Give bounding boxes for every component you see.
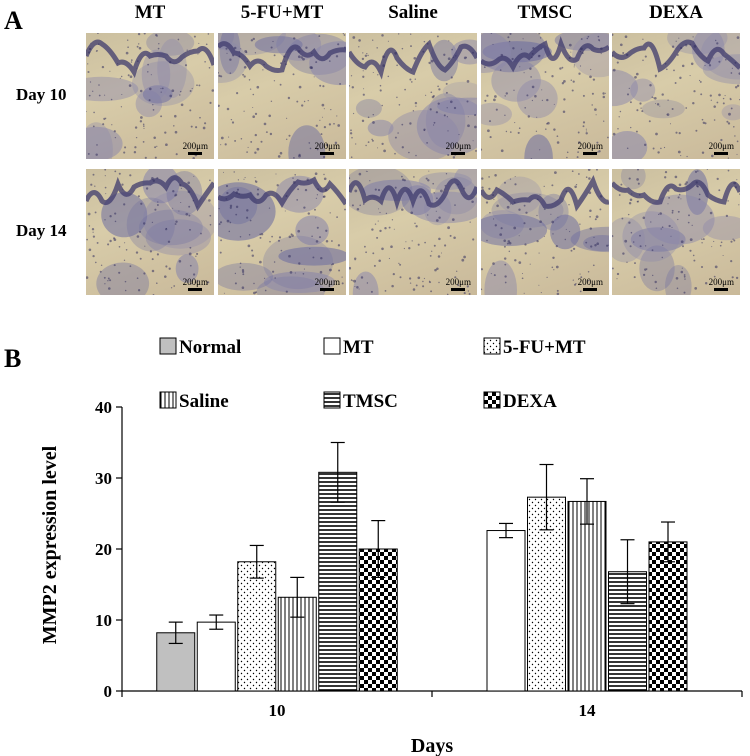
y-tick-label: 20: [95, 540, 112, 559]
scale-bar-label: 200μm: [182, 141, 208, 151]
scale-bar-line: [714, 288, 729, 291]
scale-bar-line: [583, 152, 598, 155]
scale-bar-line: [714, 152, 729, 155]
x-axis-label: Days: [411, 735, 453, 756]
scale-bar-label: 200μm: [577, 141, 603, 151]
micrograph-tile: 200μm: [612, 169, 740, 295]
micrograph-tile: 200μm: [481, 33, 609, 159]
column-label-5-fu-mt: 5-FU+MT: [240, 2, 324, 23]
scale-bar: 200μm: [709, 278, 734, 291]
chart-bars: [156, 441, 688, 692]
column-label-dexa: DEXA: [649, 2, 703, 23]
y-tick-label: 0: [104, 682, 113, 701]
legend-label: MT: [343, 337, 374, 358]
legend-swatch: [159, 391, 177, 409]
scale-bar-line: [451, 288, 466, 291]
panel-a-letter: A: [4, 6, 23, 35]
bar-dexa-day-14: [648, 541, 688, 692]
scale-bar: 200μm: [578, 278, 603, 291]
micrograph-tile: 200μm: [481, 169, 609, 295]
scale-bar: 200μm: [578, 142, 603, 155]
scale-bar-line: [583, 288, 598, 291]
legend-label: TMSC: [343, 391, 398, 412]
y-tick-label: 30: [95, 469, 112, 488]
scale-bar-line: [320, 288, 335, 291]
scale-bar-label: 200μm: [445, 277, 471, 287]
mmp2-bar-chart: 0 10 20 30 40 10 14 Normal MT 5-FU+MT Saline TMSC D…: [39, 337, 743, 756]
micrograph-tile: 200μm: [349, 33, 477, 159]
scale-bar-label: 200μm: [577, 277, 603, 287]
micrograph-tile: 200μm: [218, 33, 346, 159]
bar-mt-day-10: [196, 621, 236, 692]
scale-bar-label: 200μm: [445, 141, 471, 151]
legend-label: Saline: [179, 391, 229, 412]
scale-bar-label: 200μm: [314, 141, 340, 151]
scale-bar: 200μm: [183, 142, 208, 155]
scale-bar: 200μm: [446, 142, 471, 155]
legend-swatch: [323, 337, 341, 355]
legend-label: 5-FU+MT: [503, 337, 586, 358]
x-tick-label: 10: [269, 701, 286, 720]
y-tick-label: 40: [95, 398, 112, 417]
x-tick-label: 14: [579, 701, 597, 720]
y-axis-label: MMP2 expression level: [39, 445, 61, 644]
legend-label: DEXA: [503, 391, 557, 412]
column-label-saline: Saline: [388, 2, 438, 23]
panel-b-letter: B: [4, 344, 22, 373]
scale-bar-label: 200μm: [708, 277, 734, 287]
micrograph-tile: 200μm: [218, 169, 346, 295]
scale-bar-label: 200μm: [314, 277, 340, 287]
scale-bar: 200μm: [315, 278, 340, 291]
bar-saline-day-14: [567, 500, 607, 692]
row-label-day-14: Day 14: [16, 221, 67, 240]
scale-bar-line: [320, 152, 335, 155]
micrograph-tile: 200μm: [612, 33, 740, 159]
legend-swatch: [323, 391, 341, 409]
micrograph-tile: 200μm: [349, 169, 477, 295]
bar-mt-day-14: [486, 530, 526, 692]
bar-5-fu-mt-day-10: [237, 561, 277, 692]
micrograph-tile: 200μm: [86, 169, 214, 295]
y-tick-label: 10: [95, 611, 112, 630]
scale-bar-line: [451, 152, 466, 155]
scale-bar-label: 200μm: [708, 141, 734, 151]
micrograph-tile: 200μm: [86, 33, 214, 159]
scale-bar: 200μm: [709, 142, 734, 155]
scale-bar: 200μm: [183, 278, 208, 291]
column-label-mt: MT: [134, 2, 166, 23]
scale-bar-label: 200μm: [182, 277, 208, 287]
legend-swatch: [483, 337, 501, 355]
legend-swatch: [483, 391, 501, 409]
scale-bar: 200μm: [315, 142, 340, 155]
row-label-day-10: Day 10: [16, 85, 67, 104]
scale-bar-line: [188, 152, 203, 155]
scale-bar: 200μm: [446, 278, 471, 291]
scale-bar-line: [188, 288, 203, 291]
column-label-tmsc: TMSC: [517, 2, 573, 23]
bar-tmsc-day-10: [318, 471, 358, 692]
legend-swatch: [159, 337, 177, 355]
chart-legend: Normal MT 5-FU+MT Saline TMSC DEXA: [159, 337, 586, 412]
legend-label: Normal: [179, 337, 241, 358]
